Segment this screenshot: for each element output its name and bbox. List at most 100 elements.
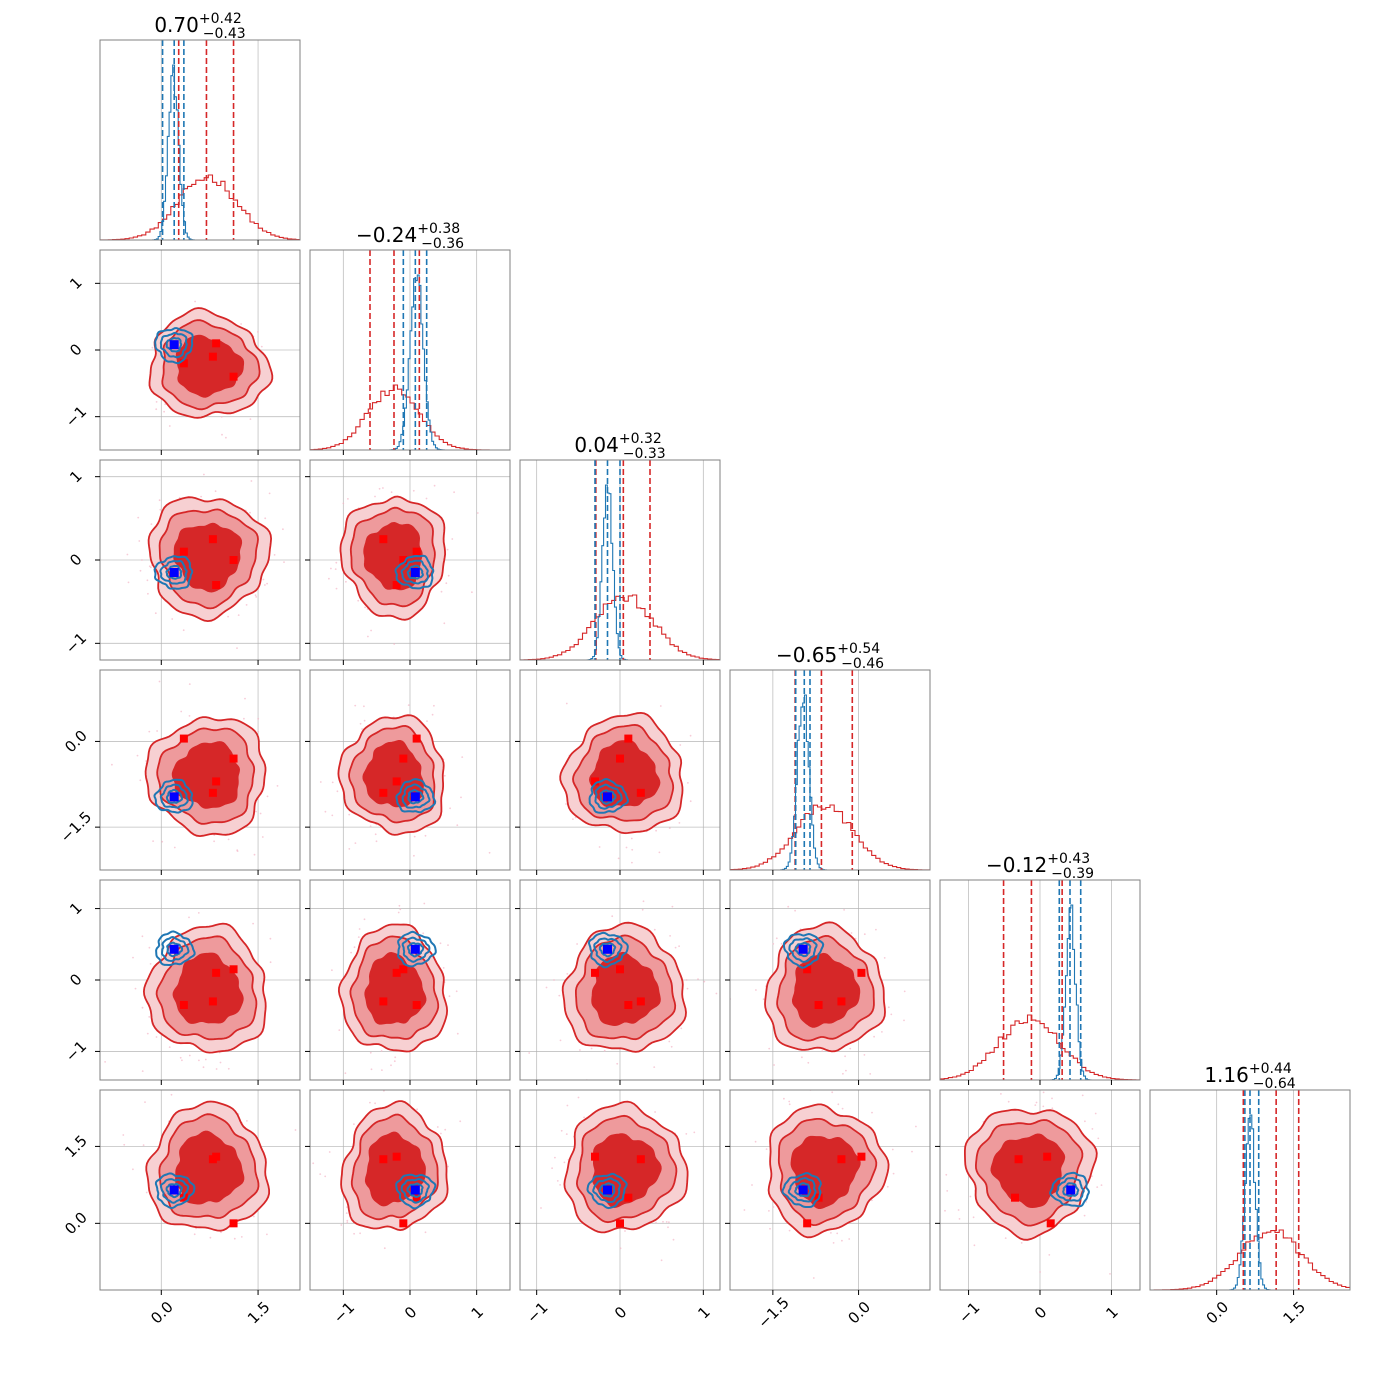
- scatter-point: [431, 713, 434, 716]
- scatter-point: [540, 1207, 542, 1209]
- x-tick-label: −1: [330, 1299, 358, 1327]
- blue-contour-middle: [159, 559, 188, 585]
- red-marker: [379, 535, 388, 544]
- blue-marker: [169, 792, 179, 802]
- scatter-point: [875, 928, 877, 931]
- scatter-point: [560, 1129, 563, 1132]
- scatter-point: [416, 1075, 418, 1077]
- scatter-point: [715, 992, 718, 995]
- scatter-point: [180, 710, 183, 713]
- scatter-point: [665, 1221, 668, 1223]
- scatter-point: [146, 579, 149, 582]
- scatter-point: [958, 1218, 961, 1220]
- blue-marker: [798, 1185, 808, 1195]
- scatter-point: [659, 705, 662, 707]
- scatter-point: [625, 846, 628, 849]
- scatter-point: [345, 580, 347, 583]
- scatter-point: [84, 706, 86, 708]
- scatter-point: [1091, 1175, 1093, 1178]
- red-marker: [379, 1155, 388, 1164]
- title-value: −0.65: [776, 643, 837, 667]
- scatter-point: [346, 1206, 348, 1208]
- scatter-point: [447, 1165, 449, 1168]
- scatter-point: [616, 1062, 619, 1065]
- scatter-point: [579, 1049, 581, 1051]
- scatter-point: [1048, 1254, 1051, 1256]
- scatter-point: [269, 937, 272, 940]
- scatter-point: [843, 909, 845, 911]
- scatter-point: [559, 1039, 562, 1042]
- scatter-point: [1000, 1093, 1002, 1095]
- scatter-point: [346, 1219, 349, 1222]
- scatter-point: [146, 1032, 149, 1035]
- scatter-point: [915, 1125, 917, 1128]
- scatter-point: [762, 998, 765, 1001]
- scatter-point: [383, 1247, 386, 1250]
- scatter-point: [471, 591, 473, 594]
- scatter-point: [850, 932, 853, 934]
- blue-histogram: [520, 484, 720, 660]
- scatter-point: [565, 702, 568, 705]
- x-tick-label: −1: [523, 1299, 551, 1327]
- x-tick-label: 0.0: [1203, 1298, 1233, 1328]
- scatter-point: [668, 827, 671, 829]
- scatter-point: [863, 933, 866, 936]
- scatter-point: [361, 728, 363, 730]
- scatter-point: [658, 851, 661, 854]
- x-tick-label: 0: [1031, 1303, 1050, 1322]
- blue-contour-inner: [794, 1182, 812, 1198]
- scatter-point: [1081, 1094, 1084, 1097]
- red-marker: [803, 1219, 812, 1228]
- red-marker: [857, 968, 866, 977]
- red-marker: [1011, 1193, 1019, 1202]
- x-tick-label: 1: [1102, 1303, 1121, 1322]
- red-marker: [616, 1219, 624, 1228]
- red-marker: [803, 965, 812, 974]
- y-tick-label: 0: [66, 340, 85, 359]
- scatter-point: [773, 1064, 775, 1066]
- red-marker: [179, 547, 188, 556]
- title-lower-error: −0.64: [1253, 1076, 1296, 1092]
- scatter-point: [830, 1232, 832, 1234]
- scatter-point: [440, 590, 443, 593]
- scatter-point: [871, 1111, 873, 1114]
- scatter-point: [455, 990, 458, 993]
- blue-contour-middle: [401, 783, 431, 809]
- red-marker: [814, 1001, 823, 1009]
- scatter-point: [264, 517, 267, 520]
- scatter-point: [842, 1072, 844, 1075]
- red-histogram: [940, 1014, 1140, 1080]
- scatter-point: [551, 1167, 553, 1170]
- y-tick-label: −1.5: [57, 808, 95, 846]
- scatter-point: [689, 734, 692, 737]
- scatter-point: [765, 1148, 768, 1150]
- red-histogram: [100, 174, 300, 240]
- red-marker: [399, 754, 408, 763]
- scatter-point: [266, 1233, 268, 1236]
- scatter-point: [250, 480, 253, 482]
- scatter-point: [375, 840, 378, 843]
- panel-frame: [99, 669, 301, 871]
- scatter-point: [456, 1032, 459, 1035]
- blue-contour-middle: [159, 1178, 190, 1204]
- scatter-point: [369, 1051, 372, 1054]
- scatter-point: [334, 568, 337, 570]
- scatter-point: [678, 822, 681, 824]
- scatter-point: [598, 846, 601, 848]
- panel-content: [100, 40, 300, 240]
- scatter-point: [141, 559, 143, 561]
- red-marker: [616, 965, 624, 974]
- scatter-point: [261, 836, 264, 838]
- red-marker: [208, 997, 217, 1006]
- scatter-point: [155, 408, 158, 411]
- blue-contour-inner: [1062, 1182, 1080, 1197]
- red-contour-inner: [172, 952, 244, 1024]
- scatter-point: [219, 1061, 222, 1064]
- scatter-point: [545, 986, 548, 989]
- scatter-point: [159, 508, 162, 511]
- scatter-point: [655, 1221, 657, 1224]
- scatter-point: [348, 813, 351, 816]
- scatter-point: [181, 1059, 183, 1062]
- red-marker: [412, 734, 421, 743]
- scatter-point: [972, 1216, 975, 1219]
